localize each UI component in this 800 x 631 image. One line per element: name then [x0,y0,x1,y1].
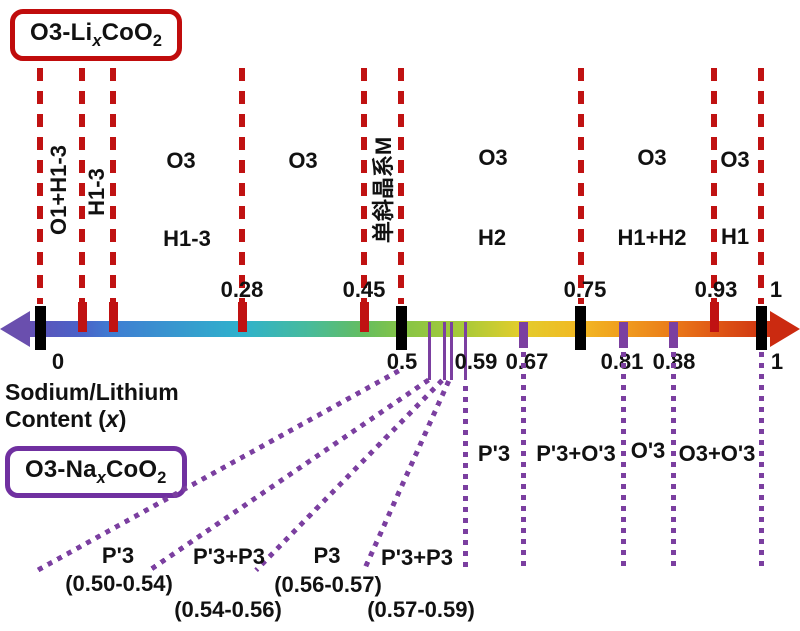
purple-tick-0.88 [669,322,678,348]
region-label-o3-2: O3 [288,148,318,173]
na-boundary-0.59 [464,322,467,380]
na-boundary-0.56 [443,322,446,380]
top-tick-0.75: 0.75 [563,277,607,302]
na-region-o3p: O'3 [630,438,666,463]
axis-caption-line2-post: ) [118,406,127,432]
fan-label-1-name: P'3 [101,543,135,568]
top-tick-0.28: 0.28 [220,277,264,302]
region-label-h1h2: H1+H2 [617,225,687,250]
li-title-sub-2: 2 [152,31,163,50]
na-region-p3p-o3p: P'3+O'3 [536,441,616,466]
region-label-h13-1: H1-3 [163,226,211,251]
na-dotted-line-1.00 [759,352,764,572]
region-label-monoclinic-m: 单斜晶系M [371,136,396,244]
na-dotted-line-0.67 [521,352,526,572]
fan-label-3-name: P3 [313,543,341,568]
li-title-sub-x: x [92,31,102,50]
na-region-o3-o3p: O3+O'3 [678,441,756,466]
li-title-pre: O3-Li [30,19,93,46]
li-boundary-line-0.50 [398,68,404,304]
na-system-title-box: O3-NaxCoO2 [5,446,187,498]
axis-left-arrowhead [0,311,30,347]
red-tick-a [78,302,87,332]
li-boundary-line-0.93 [711,68,717,304]
region-label-o1-h13: O1+H1-3 [46,145,71,235]
red-tick-b [109,302,118,332]
na-title-pre: O3-Na [25,456,97,483]
na-region-p3p: P'3 [477,441,511,466]
fan-label-4-range: (0.57-0.59) [367,597,475,622]
black-tick-1.00 [756,306,767,350]
top-tick-0.93: 0.93 [694,277,738,302]
axis-caption-x: x [105,406,119,432]
li-boundary-line-0.00 [37,68,43,304]
bottom-tick-0.5: 0.5 [386,349,418,374]
li-boundary-line-b [110,68,116,304]
na-fan-line-0.54 [147,377,430,574]
bottom-tick-0.59: 0.59 [454,349,498,374]
purple-tick-0.67 [519,322,528,348]
axis-caption-line1: Sodium/Lithium [5,379,179,405]
axis-caption: Sodium/Lithium Content (x) [5,379,179,433]
purple-tick-0.81 [619,322,628,348]
top-tick-1: 1 [769,277,783,302]
red-tick-0.93 [710,302,719,332]
bottom-tick-1: 1 [770,349,784,374]
bottom-tick-0.67: 0.67 [505,349,549,374]
axis-right-arrowhead [770,311,800,347]
na-dotted-line-0.88 [671,352,676,572]
fan-label-1-range: (0.50-0.54) [65,571,173,596]
region-label-o3-4: O3 [637,145,667,170]
fan-label-2-name: P'3+P3 [193,544,265,569]
region-label-h2: H2 [477,225,507,250]
li-boundary-line-0.75 [578,68,584,304]
region-label-h1: H1 [720,224,750,249]
fan-label-4-name: P'3+P3 [381,545,453,570]
li-system-title-box: O3-LixCoO2 [10,9,183,61]
li-title-mid: CoO [101,19,153,46]
red-tick-0.45 [360,302,369,332]
bottom-tick-0: 0 [51,349,65,374]
na-dotted-line-0.81 [621,352,626,572]
axis-caption-line2-pre: Content ( [5,406,106,432]
na-title-sub-2: 2 [157,468,167,487]
na-title-sub-x: x [96,468,106,487]
li-boundary-line-a [79,68,85,304]
fan-label-2-range: (0.54-0.56) [174,597,282,622]
region-label-o3-5: O3 [720,147,750,172]
black-tick-0.50 [396,306,407,350]
na-boundary-0.54 [428,322,431,380]
fan-label-3-range: (0.56-0.57) [274,572,382,597]
region-label-o3-3: O3 [478,145,508,170]
li-boundary-line-0.45 [361,68,367,304]
black-tick-0.00 [35,306,46,350]
na-fan-line-0.57 [362,379,451,571]
li-boundary-line-1.00 [758,68,764,304]
black-tick-0.75 [575,306,586,350]
region-label-h13-narrow: H1-3 [84,168,109,216]
top-tick-0.45: 0.45 [342,277,386,302]
red-tick-0.28 [238,302,247,332]
li-boundary-line-0.28 [239,68,245,304]
na-boundary-0.57 [450,322,453,380]
region-label-o3-1: O3 [166,148,196,173]
na-dotted-line-0.59 [463,386,468,572]
na-title-mid: CoO [105,456,158,483]
